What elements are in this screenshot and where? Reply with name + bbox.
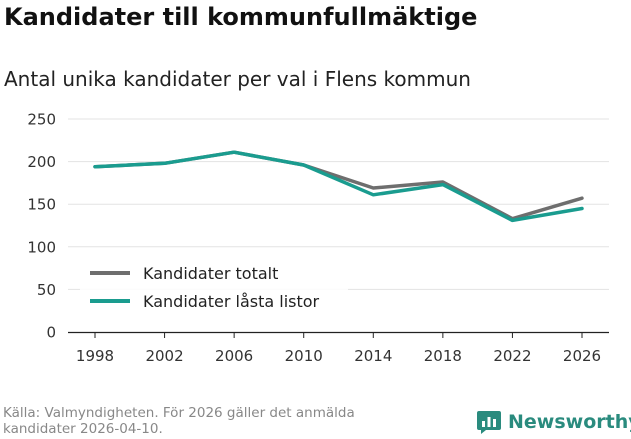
x-axis-ticks: 1998 2002 2006 2010 2014 2018 2022 2026 <box>76 332 601 365</box>
line-chart: 0 50 100 150 200 250 1998 2002 2006 2010 2014 2018… <box>27 111 609 365</box>
y-axis-ticks: 0 50 100 150 200 250 <box>27 111 56 342</box>
y-tick-label: 150 <box>27 196 56 214</box>
legend-label-1: Kandidater totalt <box>143 264 278 283</box>
newsworthy-logo-icon <box>477 411 501 434</box>
x-tick-label: 1998 <box>76 347 114 365</box>
x-tick-label: 2026 <box>563 347 601 365</box>
series-line-2 <box>93 150 584 223</box>
legend-label-2: Kandidater låsta listor <box>143 292 320 311</box>
brand-logo: Newsworthy <box>476 409 631 435</box>
x-tick-label: 2002 <box>145 347 183 365</box>
source-note: Källa: Valmyndigheten. För 2026 gäller d… <box>3 405 423 437</box>
chart-title: Kandidater till kommunfullmäktige <box>4 3 478 31</box>
x-tick-label: 2014 <box>354 347 392 365</box>
y-tick-label: 250 <box>27 111 56 129</box>
y-tick-label: 0 <box>46 324 56 342</box>
legend-background <box>80 258 348 318</box>
chart-subtitle: Antal unika kandidater per val i Flens k… <box>4 67 471 91</box>
x-tick-label: 2010 <box>285 347 323 365</box>
source-line-1: Källa: Valmyndigheten. För 2026 gäller d… <box>3 405 355 421</box>
brand-name: Newsworthy <box>508 411 631 433</box>
x-tick-label: 2006 <box>215 347 253 365</box>
y-tick-label: 50 <box>37 281 56 299</box>
legend: Kandidater totalt Kandidater låsta listor <box>80 258 348 318</box>
x-tick-label: 2018 <box>424 347 462 365</box>
x-tick-label: 2022 <box>493 347 531 365</box>
y-tick-label: 100 <box>27 238 56 256</box>
y-tick-label: 200 <box>27 153 56 171</box>
series-lines <box>93 150 584 223</box>
source-line-2: kandidater 2026-04-10. <box>3 421 163 437</box>
